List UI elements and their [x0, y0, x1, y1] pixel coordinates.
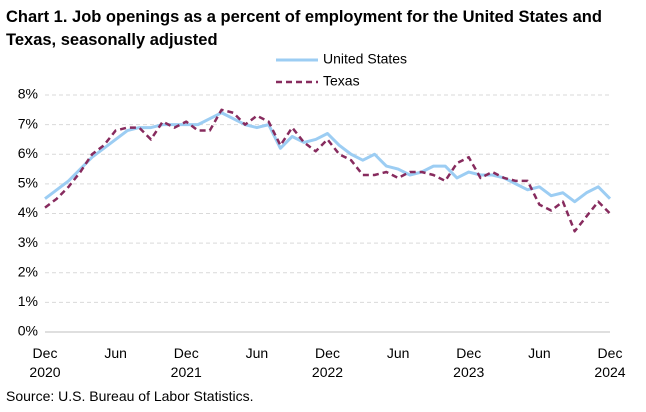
y-tick-label: 3%: [18, 234, 38, 250]
x-tick-label: Dec 2020: [29, 345, 61, 380]
y-tick-label: 7%: [18, 115, 38, 131]
series-line: [44, 111, 612, 204]
legend-label: United States: [323, 51, 407, 67]
chart-title: Chart 1. Job openings as a percent of em…: [6, 8, 602, 49]
y-tick-label: 5%: [18, 175, 38, 191]
x-tick-label: Dec 2021: [170, 345, 202, 380]
y-tick-label: 4%: [18, 204, 38, 220]
source-note: Source: U.S. Bureau of Labor Statistics.: [6, 388, 254, 404]
x-tick-label: Dec 2023: [453, 345, 485, 380]
x-tick-label: Dec 2022: [311, 345, 344, 380]
y-tick-label: 6%: [18, 145, 38, 161]
x-tick-label: Jun: [104, 345, 127, 361]
x-tick-label: Dec 2024: [594, 345, 626, 380]
y-tick-label: 0%: [18, 323, 38, 339]
x-tick-label: Jun: [386, 345, 410, 361]
x-tick-label: Jun: [245, 345, 269, 361]
x-tick-label: Jun: [528, 345, 551, 361]
y-tick-label: 2%: [18, 263, 38, 279]
y-tick-label: 1%: [18, 293, 38, 309]
y-tick-label: 8%: [18, 86, 38, 102]
series-line: [44, 108, 611, 233]
legend-label: Texas: [323, 73, 360, 89]
